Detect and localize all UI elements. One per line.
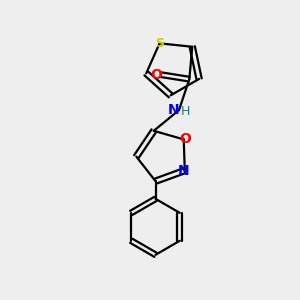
Text: H: H (181, 105, 190, 118)
Text: N: N (168, 103, 179, 117)
Text: O: O (179, 132, 191, 146)
Text: S: S (155, 37, 164, 50)
Text: N: N (178, 164, 189, 178)
Text: O: O (150, 68, 162, 82)
